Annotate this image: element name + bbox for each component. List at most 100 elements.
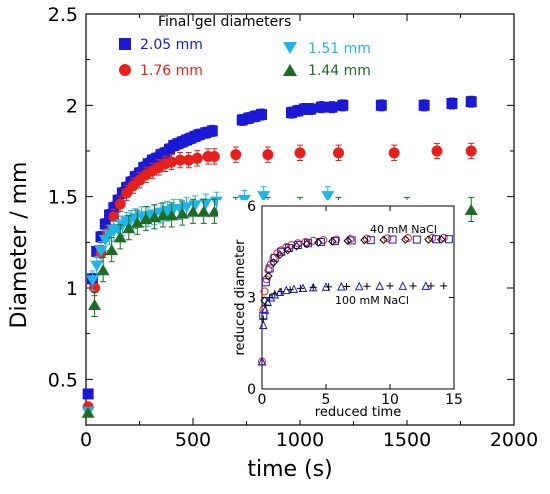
inset-data-point <box>432 235 441 244</box>
data-point <box>206 125 218 137</box>
inset-data-point <box>262 301 270 309</box>
data-point <box>183 154 195 166</box>
y-tick-label: 1.5 <box>48 187 78 209</box>
data-point <box>105 244 119 256</box>
x-tick-label: 500 <box>175 429 211 451</box>
inset-data-point <box>301 237 310 246</box>
data-point <box>292 105 304 117</box>
data-point <box>200 127 212 139</box>
inset-data-point <box>412 235 421 244</box>
legend-label: 1.44 mm <box>308 63 371 79</box>
data-point <box>326 101 338 113</box>
data-point <box>175 207 189 219</box>
inset-data-point <box>260 287 269 296</box>
inset-data-point <box>343 236 352 245</box>
inset-data-point <box>283 246 292 255</box>
legend-marker <box>283 64 297 76</box>
data-point <box>193 129 205 141</box>
data-point <box>90 260 104 272</box>
y-tick-label: 1 <box>66 278 78 300</box>
inset-data-point <box>271 290 279 298</box>
inset-x-axis-title: reduced time <box>315 405 401 420</box>
data-point <box>207 205 221 217</box>
inset-data-point <box>282 285 291 295</box>
inset-data-point <box>328 237 337 246</box>
data-point <box>236 114 248 126</box>
data-point <box>180 202 194 214</box>
data-point <box>89 282 101 294</box>
data-point <box>255 108 267 120</box>
inset-data-point <box>375 281 385 290</box>
data-point <box>262 149 274 161</box>
legend-marker <box>283 42 297 54</box>
inset-data-point <box>444 235 453 244</box>
inset-data-point <box>269 258 278 267</box>
data-point <box>113 231 127 243</box>
inset-series-plus <box>259 282 448 323</box>
inset-data-point <box>332 235 341 244</box>
data-point <box>165 209 179 221</box>
inset-data-point <box>427 282 435 290</box>
inset-data-point <box>347 236 356 245</box>
x-tick-label: 2000 <box>490 429 538 451</box>
inset-y-axis-title: reduced diameter <box>233 239 248 356</box>
data-point <box>197 205 211 217</box>
data-point <box>121 187 133 199</box>
inset-annotation: 40 mM NaCl <box>370 223 437 236</box>
inset-data-point <box>296 284 304 292</box>
inset-data-point <box>260 305 270 314</box>
data-point <box>156 209 170 221</box>
inset-y-tick-label: 6 <box>247 199 256 215</box>
inset-data-point <box>383 234 392 243</box>
data-point <box>85 275 99 287</box>
data-point <box>333 147 345 159</box>
inset-data-point <box>401 235 410 244</box>
data-point <box>199 198 213 210</box>
inset-data-point <box>354 281 364 291</box>
data-point <box>446 98 458 110</box>
inset-data-point <box>346 234 355 243</box>
data-point <box>166 156 178 168</box>
data-point <box>257 191 271 203</box>
inset-data-point <box>259 315 267 323</box>
data-point <box>188 200 202 212</box>
inset-data-point <box>379 235 388 245</box>
x-axis-title: time (s) <box>247 457 332 482</box>
data-point <box>88 298 102 310</box>
inset-data-point <box>261 278 270 287</box>
data-point <box>388 147 400 159</box>
inset-data-point <box>309 283 317 291</box>
legend-label: 2.05 mm <box>140 37 203 53</box>
data-point <box>186 205 200 217</box>
inset-data-point <box>424 235 433 244</box>
legend-label: 1.76 mm <box>140 63 203 79</box>
data-point <box>174 154 186 166</box>
data-point <box>249 110 261 122</box>
x-tick-label: 0 <box>80 429 92 451</box>
inset-data-point <box>439 233 448 242</box>
legend: Final gel diameters 2.05 mm 1.76 mm 1.51 m… <box>119 14 371 79</box>
y-tick-label: 2 <box>66 95 78 117</box>
data-point <box>465 96 477 108</box>
data-point <box>375 99 387 111</box>
inset-data-point <box>398 281 408 290</box>
inset-data-point <box>386 282 394 290</box>
inset-x-tick-label: 15 <box>445 392 463 408</box>
data-point <box>315 101 327 113</box>
inset-data-point <box>258 320 268 329</box>
inset-x-tick-label: 5 <box>322 392 331 408</box>
data-point <box>122 222 136 234</box>
inset-data-point <box>286 286 294 294</box>
inset-series-diamond-open <box>260 235 446 305</box>
inset-series-square-open <box>259 235 453 320</box>
data-point <box>108 202 120 214</box>
y-tick-label: 2.5 <box>48 4 78 26</box>
data-point <box>94 245 108 257</box>
data-point <box>191 152 203 164</box>
inset-annotation: 100 mM NaCl <box>335 294 409 307</box>
data-point <box>285 107 297 119</box>
inset-background <box>218 200 464 420</box>
inset-data-point <box>325 283 333 291</box>
